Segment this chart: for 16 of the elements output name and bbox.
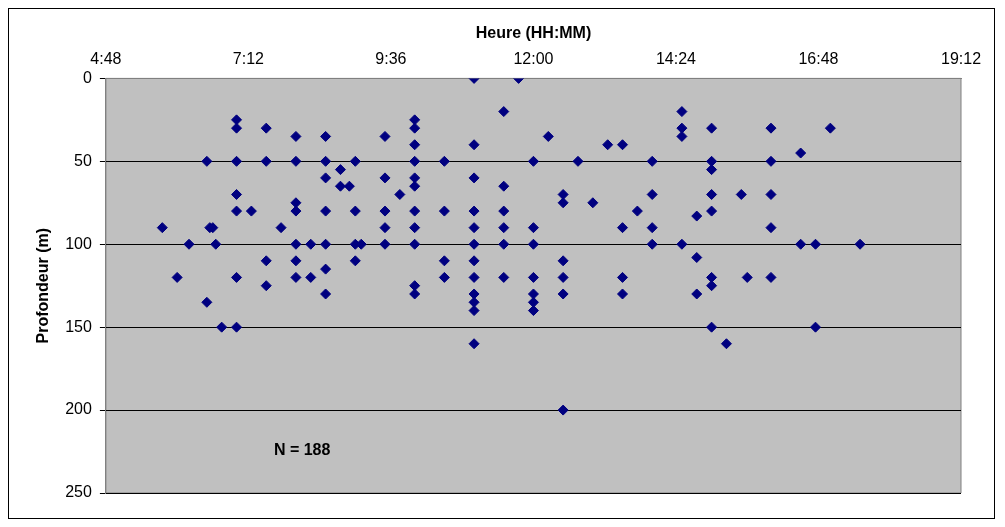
x-tick-label: 14:24 [655,50,697,68]
y-axis-title: Profondeur (m) [34,227,52,344]
annotation: N = 188 [273,441,331,458]
x-tick-label: 4:48 [90,50,122,68]
x-tick-label: 19:12 [940,50,982,68]
y-tick-label: 100 [65,234,92,252]
y-tick-label: 50 [74,151,92,169]
x-tick-label: 16:48 [798,50,839,68]
x-tick-label: 7:12 [232,50,265,68]
x-tick-label: 9:36 [375,50,407,68]
x-axis-title: Heure (HH:MM) [475,24,592,42]
y-tick-label: 0 [82,68,92,86]
y-tick-label: 200 [65,400,92,418]
x-tick-label: 12:00 [513,50,554,68]
y-tick-label: 150 [65,317,92,335]
y-tick-label: 250 [65,483,92,501]
